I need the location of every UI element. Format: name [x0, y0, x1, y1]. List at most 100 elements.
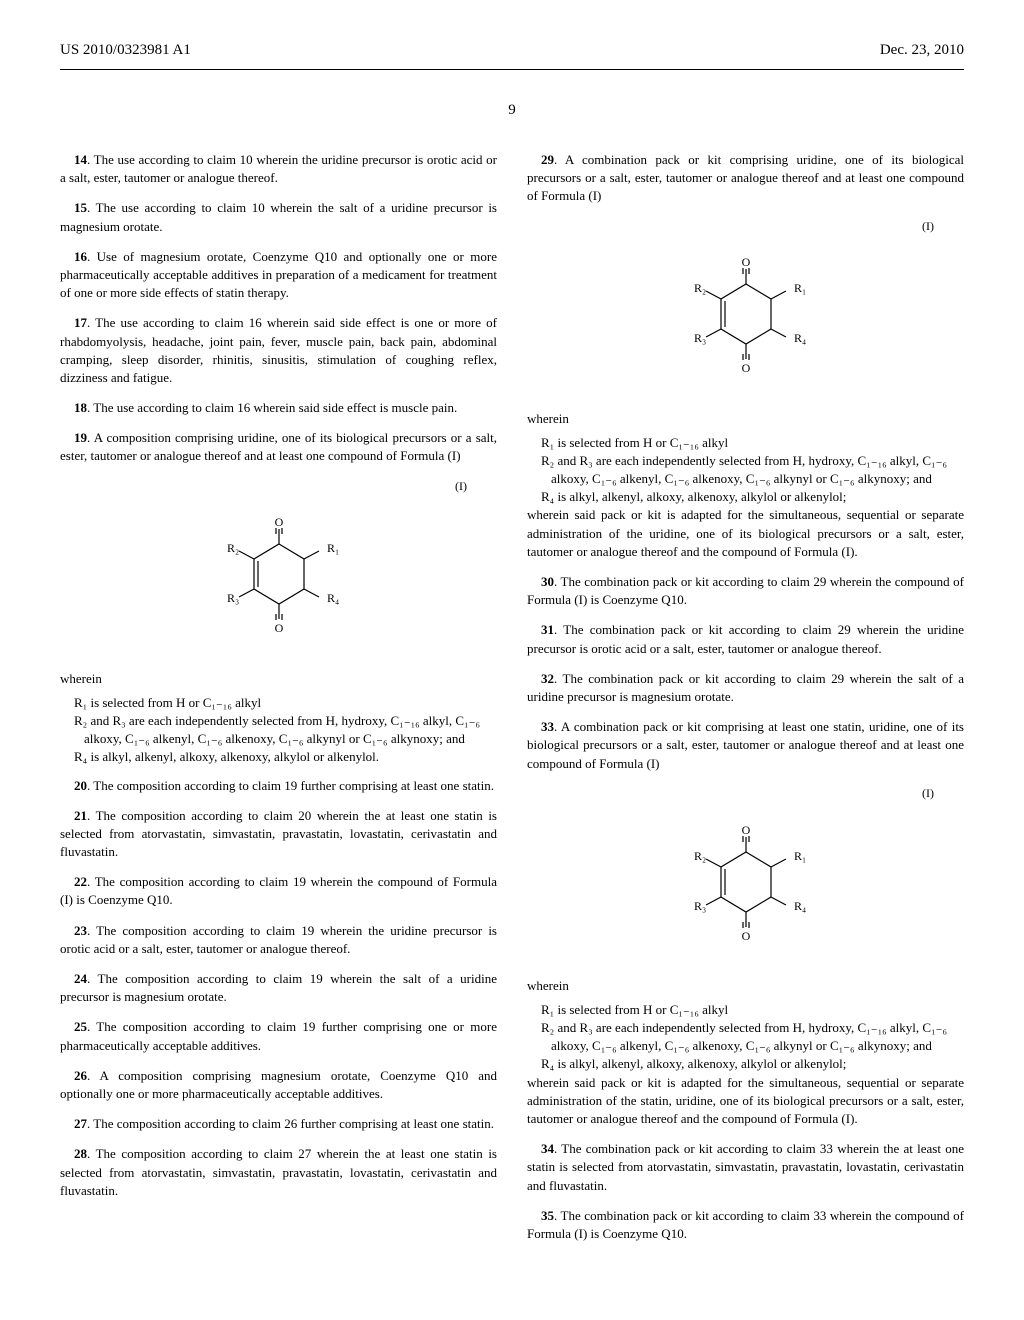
- claim: 25. The composition according to claim 1…: [60, 1018, 497, 1054]
- claim-text: . A composition comprising magnesium oro…: [60, 1068, 497, 1101]
- chemical-formula: O O R₁ R₂ R₃ R₄: [527, 254, 964, 389]
- claim: 27. The composition according to claim 2…: [60, 1115, 497, 1133]
- claim: 14. The use according to claim 10 wherei…: [60, 151, 497, 187]
- claim-number: 35: [541, 1208, 554, 1223]
- claim: 20. The composition according to claim 1…: [60, 777, 497, 795]
- claim: 21. The composition according to claim 2…: [60, 807, 497, 862]
- svg-text:O: O: [741, 929, 750, 943]
- claim-number: 15: [74, 200, 87, 215]
- r1-definition: R₁ is selected from H or C₁₋₁₆ alkyl: [551, 434, 964, 452]
- claim-text: . The use according to claim 16 wherein …: [87, 400, 457, 415]
- svg-text:O: O: [741, 361, 750, 375]
- claim-number: 26: [74, 1068, 87, 1083]
- svg-text:R₄: R₄: [794, 899, 806, 913]
- claim-number: 16: [74, 249, 87, 264]
- claim-number: 17: [74, 315, 87, 330]
- chemical-formula: O O R₁ R₂ R₃ R₄: [527, 822, 964, 957]
- chemical-formula: O O R₁ R₂ R₃ R₄: [60, 514, 497, 649]
- claim-text: . The composition according to claim 19 …: [60, 923, 497, 956]
- claim-text: . The combination pack or kit according …: [527, 1208, 964, 1241]
- claim-number: 34: [541, 1141, 554, 1156]
- claim: 26. A composition comprising magnesium o…: [60, 1067, 497, 1103]
- wherein-tail: wherein said pack or kit is adapted for …: [527, 1074, 964, 1129]
- claim-number: 28: [74, 1146, 87, 1161]
- claim-number: 33: [541, 719, 554, 734]
- r23-definition: R₂ and R₃ are each independently selecte…: [84, 712, 497, 748]
- claim-number: 23: [74, 923, 87, 938]
- claim: 30. The combination pack or kit accordin…: [527, 573, 964, 609]
- claim-number: 22: [74, 874, 87, 889]
- claim: 16. Use of magnesium orotate, Coenzyme Q…: [60, 248, 497, 303]
- claim-text: . A combination pack or kit comprising u…: [527, 152, 964, 203]
- claim-text: . The composition according to claim 19 …: [87, 778, 494, 793]
- svg-text:R₃: R₃: [694, 899, 706, 913]
- claim-text: . The use according to claim 10 wherein …: [60, 200, 497, 233]
- claim: 32. The combination pack or kit accordin…: [527, 670, 964, 706]
- claim-text: . The combination pack or kit according …: [527, 1141, 964, 1192]
- claim: 22. The composition according to claim 1…: [60, 873, 497, 909]
- svg-text:R₂: R₂: [227, 541, 239, 555]
- claim-text: . The combination pack or kit according …: [527, 622, 964, 655]
- claim: 23. The composition according to claim 1…: [60, 922, 497, 958]
- claim: 15. The use according to claim 10 wherei…: [60, 199, 497, 235]
- claim-text: . The composition according to claim 20 …: [60, 808, 497, 859]
- svg-text:O: O: [274, 515, 283, 529]
- svg-text:R₃: R₃: [694, 331, 706, 345]
- claim-text: . A composition comprising uridine, one …: [60, 430, 497, 463]
- r4-definition: R₄ is alkyl, alkenyl, alkoxy, alkenoxy, …: [551, 488, 964, 506]
- claim-text: . The use according to claim 10 wherein …: [60, 152, 497, 185]
- claim-number: 14: [74, 152, 87, 167]
- svg-text:O: O: [741, 823, 750, 837]
- publication-number: US 2010/0323981 A1: [60, 40, 191, 61]
- svg-text:R₂: R₂: [694, 849, 706, 863]
- svg-text:R₁: R₁: [327, 541, 339, 555]
- wherein-tail: wherein said pack or kit is adapted for …: [527, 506, 964, 561]
- claim-number: 29: [541, 152, 554, 167]
- claim: 19. A composition comprising uridine, on…: [60, 429, 497, 465]
- svg-text:O: O: [741, 255, 750, 269]
- claim-number: 32: [541, 671, 554, 686]
- wherein-label: wherein: [60, 670, 497, 688]
- claim: 24. The composition according to claim 1…: [60, 970, 497, 1006]
- r1-definition: R₁ is selected from H or C₁₋₁₆ alkyl: [551, 1001, 964, 1019]
- claim-text: . The composition according to claim 19 …: [60, 971, 497, 1004]
- page-header: US 2010/0323981 A1 Dec. 23, 2010: [60, 40, 964, 61]
- r4-definition: R₄ is alkyl, alkenyl, alkoxy, alkenoxy, …: [551, 1055, 964, 1073]
- svg-text:R₄: R₄: [327, 591, 339, 605]
- claim-text: . The composition according to claim 19 …: [60, 874, 497, 907]
- page-number: 9: [60, 100, 964, 121]
- claim-number: 19: [74, 430, 87, 445]
- header-divider: [60, 69, 964, 70]
- claim-text: . The combination pack or kit according …: [527, 574, 964, 607]
- claim: 34. The combination pack or kit accordin…: [527, 1140, 964, 1195]
- svg-text:R₁: R₁: [794, 849, 806, 863]
- svg-text:R₄: R₄: [794, 331, 806, 345]
- claim-text: . The composition according to claim 27 …: [60, 1146, 497, 1197]
- right-column: 29. A combination pack or kit comprising…: [527, 151, 964, 1255]
- claim-text: . Use of magnesium orotate, Coenzyme Q10…: [60, 249, 497, 300]
- claim-number: 21: [74, 808, 87, 823]
- claim-text: . The composition according to claim 19 …: [60, 1019, 497, 1052]
- claim: 29. A combination pack or kit comprising…: [527, 151, 964, 206]
- claim: 28. The composition according to claim 2…: [60, 1145, 497, 1200]
- claim: 33. A combination pack or kit comprising…: [527, 718, 964, 773]
- publication-date: Dec. 23, 2010: [880, 40, 964, 61]
- claim-text: . A combination pack or kit comprising a…: [527, 719, 964, 770]
- svg-text:O: O: [274, 621, 283, 635]
- formula-label: (I): [527, 785, 964, 802]
- claim-number: 27: [74, 1116, 87, 1131]
- r23-definition: R₂ and R₃ are each independently selecte…: [551, 1019, 964, 1055]
- formula-label: (I): [60, 478, 497, 495]
- claim-number: 30: [541, 574, 554, 589]
- wherein-label: wherein: [527, 410, 964, 428]
- claim-number: 25: [74, 1019, 87, 1034]
- left-column: 14. The use according to claim 10 wherei…: [60, 151, 497, 1255]
- claim-text: . The composition according to claim 26 …: [87, 1116, 494, 1131]
- claim: 17. The use according to claim 16 wherei…: [60, 314, 497, 387]
- wherein-label: wherein: [527, 977, 964, 995]
- claim-number: 24: [74, 971, 87, 986]
- svg-text:R₁: R₁: [794, 281, 806, 295]
- r23-definition: R₂ and R₃ are each independently selecte…: [551, 452, 964, 488]
- claim: 31. The combination pack or kit accordin…: [527, 621, 964, 657]
- svg-text:R₃: R₃: [227, 591, 239, 605]
